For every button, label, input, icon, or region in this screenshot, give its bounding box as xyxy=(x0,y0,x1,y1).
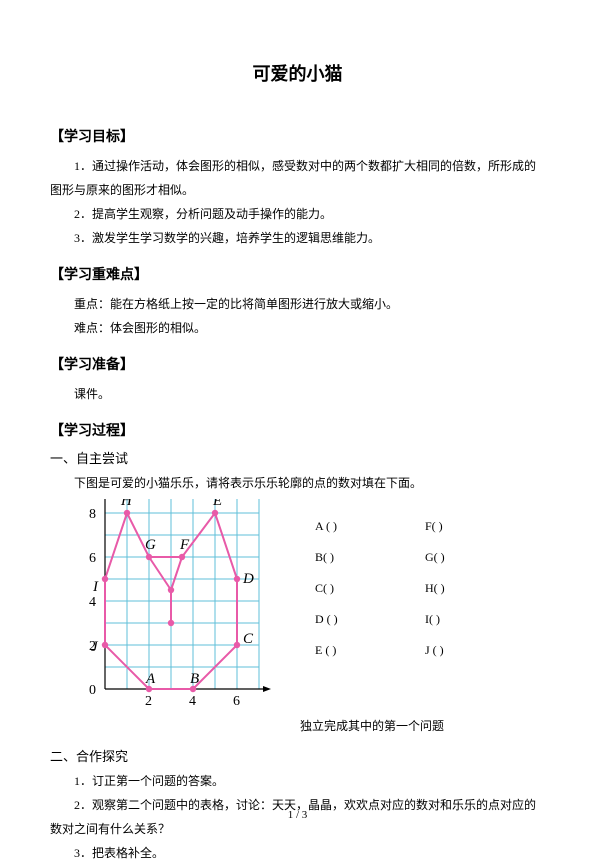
svg-text:E: E xyxy=(212,499,222,509)
svg-text:G: G xyxy=(145,537,156,553)
body-text: 下图是可爱的小猫乐乐，请将表示乐乐轮廓的点的数对填在下面。 xyxy=(50,471,545,495)
fill-cell: B( ) xyxy=(315,550,425,565)
svg-text:D: D xyxy=(242,571,254,587)
cat-grid-svg: 02468246ABJCIDHEGF xyxy=(75,499,305,709)
body-text: 独立完成其中的第一个问题 xyxy=(50,714,545,738)
fill-row: A ( )F( ) xyxy=(315,519,545,534)
svg-text:C: C xyxy=(243,631,254,647)
svg-text:2: 2 xyxy=(145,694,152,709)
svg-text:B: B xyxy=(190,671,199,687)
body-text: 3．激发学生学习数学的兴趣，培养学生的逻辑思维能力。 xyxy=(50,226,545,250)
svg-text:4: 4 xyxy=(189,694,196,709)
svg-text:6: 6 xyxy=(89,551,96,566)
page-number: 1 / 3 xyxy=(0,809,595,821)
fill-cell: A ( ) xyxy=(315,519,425,534)
fill-cell: J ( ) xyxy=(425,643,535,658)
fill-cell: C( ) xyxy=(315,581,425,596)
fill-cell: G( ) xyxy=(425,550,535,565)
svg-text:F: F xyxy=(179,537,190,553)
figure-row: 02468246ABJCIDHEGF A ( )F( )B( )G( )C( )… xyxy=(50,499,545,714)
fill-row: E ( )J ( ) xyxy=(315,643,545,658)
fill-cell: E ( ) xyxy=(315,643,425,658)
body-text: 1．通过操作活动，体会图形的相似，感受数对中的两个数都扩大相同的倍数，所形成的图… xyxy=(50,154,545,202)
svg-text:A: A xyxy=(145,671,156,687)
svg-text:0: 0 xyxy=(89,683,96,698)
fill-blanks-area: A ( )F( ) B( )G( ) C( )H( ) D ( )I( ) E ( )J… xyxy=(305,499,545,674)
fill-cell: I( ) xyxy=(425,612,535,627)
body-text: 2．提高学生观察，分析问题及动手操作的能力。 xyxy=(50,202,545,226)
body-text: 难点：体会图形的相似。 xyxy=(50,316,545,340)
body-text: 课件。 xyxy=(50,382,545,406)
svg-text:4: 4 xyxy=(89,595,96,610)
body-text: 重点：能在方格纸上按一定的比将简单图形进行放大或缩小。 xyxy=(50,292,545,316)
body-text: 3．把表格补全。 xyxy=(50,841,545,865)
svg-text:6: 6 xyxy=(233,694,240,709)
section-header-focus: 【学习重难点】 xyxy=(50,264,545,284)
fill-row: D ( )I( ) xyxy=(315,612,545,627)
svg-text:H: H xyxy=(120,499,133,509)
page: 可爱的小猫 【学习目标】 1．通过操作活动，体会图形的相似，感受数对中的两个数都… xyxy=(0,0,595,841)
sub-header-collab: 二、合作探究 xyxy=(50,746,545,765)
fill-cell: H( ) xyxy=(425,581,535,596)
fill-row: C( )H( ) xyxy=(315,581,545,596)
section-header-prep: 【学习准备】 xyxy=(50,354,545,374)
section-header-goals: 【学习目标】 xyxy=(50,126,545,146)
svg-text:8: 8 xyxy=(89,507,96,522)
svg-text:I: I xyxy=(92,579,99,595)
svg-text:J: J xyxy=(91,639,99,655)
fill-cell: F( ) xyxy=(425,519,535,534)
fill-row: B( )G( ) xyxy=(315,550,545,565)
document-title: 可爱的小猫 xyxy=(50,60,545,86)
fill-cell: D ( ) xyxy=(315,612,425,627)
sub-header-try: 一、自主尝试 xyxy=(50,448,545,467)
cat-chart: 02468246ABJCIDHEGF xyxy=(75,499,305,714)
section-header-process: 【学习过程】 xyxy=(50,420,545,440)
body-text: 1．订正第一个问题的答案。 xyxy=(50,769,545,793)
